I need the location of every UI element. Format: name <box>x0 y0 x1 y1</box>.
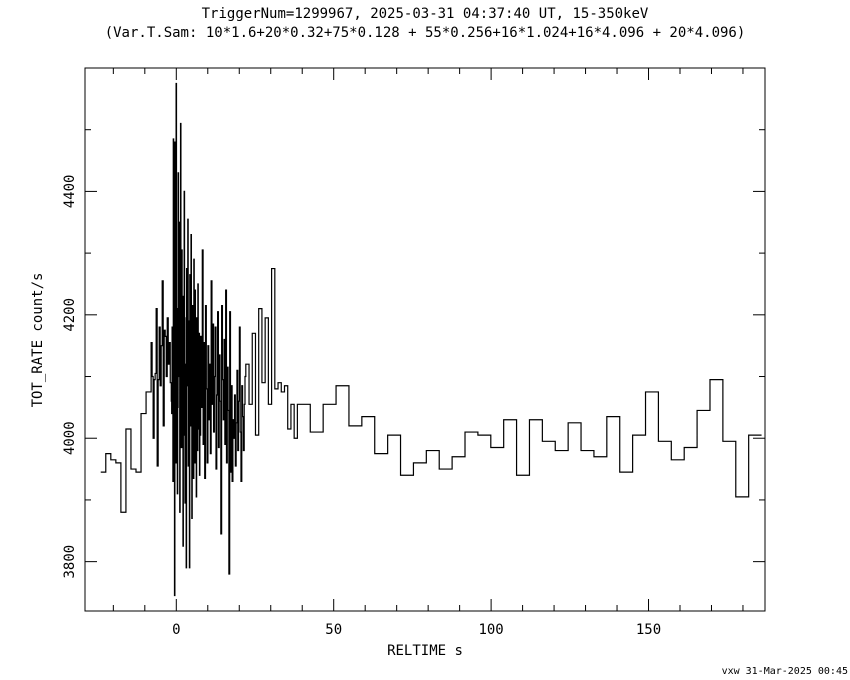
chart-subtitle: (Var.T.Sam: 10*1.6+20*0.32+75*0.128 + 55… <box>105 25 746 41</box>
footer-stamp: vxw 31-Mar-2025 00:45 <box>722 666 848 677</box>
y-axis-label: TOT_RATE count/s <box>30 273 46 408</box>
chart-title: TriggerNum=1299967, 2025-03-31 04:37:40 … <box>202 6 649 22</box>
x-tick-label: 0 <box>172 622 180 638</box>
x-tick-label: 50 <box>325 622 342 638</box>
x-tick-label: 150 <box>636 622 661 638</box>
y-tick-label: 4000 <box>62 421 78 455</box>
series-line <box>100 82 762 597</box>
y-tick-label: 4200 <box>62 298 78 332</box>
x-axis-label: RELTIME s <box>387 643 463 659</box>
plot-frame <box>84 67 766 612</box>
y-tick-label: 3800 <box>62 545 78 579</box>
x-tick-label: 100 <box>478 622 503 638</box>
y-axis-ticks: 3800 4000 4200 4400 <box>62 129 765 579</box>
y-tick-label: 4400 <box>62 175 78 209</box>
x-axis-ticks: 0 50 100 150 <box>112 68 744 638</box>
series-rate <box>100 82 762 597</box>
